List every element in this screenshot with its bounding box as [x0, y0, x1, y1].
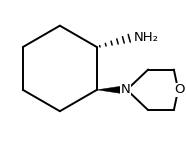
Text: N: N — [121, 83, 131, 96]
Text: NH₂: NH₂ — [134, 31, 159, 44]
Polygon shape — [97, 85, 127, 94]
Text: O: O — [174, 83, 185, 96]
